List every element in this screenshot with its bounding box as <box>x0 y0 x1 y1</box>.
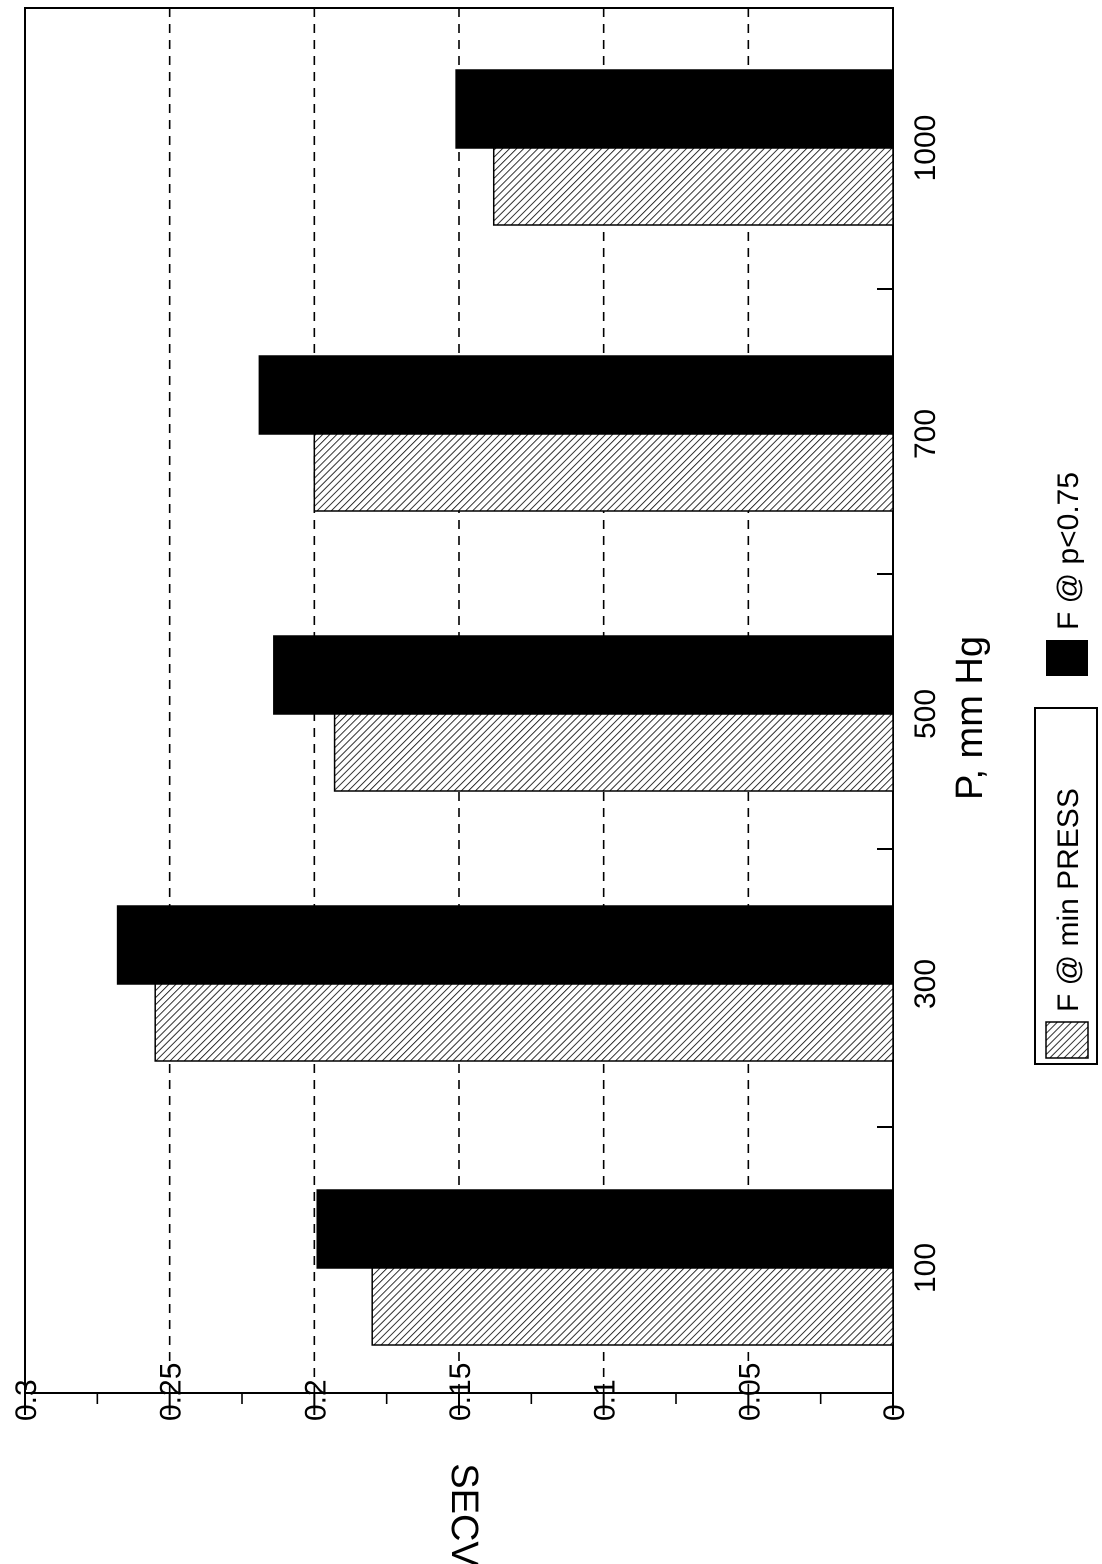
bar-p-075-300 <box>116 905 894 985</box>
value-tick-label: 0.15 <box>444 1363 477 1421</box>
value-axis: 0 0.05 0.1 0.15 0.2 0.25 0.3 <box>10 1363 911 1421</box>
bar-min-press-1000 <box>492 146 894 226</box>
legend-label-min-press: F @ min PRESS <box>1052 788 1085 1012</box>
value-tick-label: 0.25 <box>155 1363 188 1421</box>
bar-min-press-100 <box>371 1266 894 1346</box>
legend-swatch-p-075 <box>1046 640 1088 676</box>
legend-label-p-075: F @ p<0.75 <box>1052 472 1085 630</box>
bars <box>116 69 894 1346</box>
bar-p-075-700 <box>258 355 894 435</box>
x-axis-title: P, mm Hg <box>949 636 991 800</box>
category-tick-label: 100 <box>909 1243 942 1293</box>
legend: F @ min PRESS F @ p<0.75 <box>1034 472 1098 1065</box>
category-axis: 100 300 500 700 1000 <box>877 115 942 1293</box>
category-tick-label: 500 <box>909 689 942 739</box>
category-tick-label: 300 <box>909 959 942 1009</box>
bar-p-075-500 <box>273 635 894 715</box>
bar-p-075-1000 <box>455 69 894 149</box>
value-tick-label: 0.3 <box>10 1379 43 1421</box>
value-tick-label: 0 <box>878 1404 911 1421</box>
legend-box <box>1034 707 1098 1065</box>
y-axis-title: SECV <box>443 1463 485 1564</box>
bar-min-press-300 <box>154 982 894 1062</box>
bar-p-075-100 <box>316 1189 894 1269</box>
value-tick-label: 0.1 <box>589 1379 622 1421</box>
legend-swatch-min-press <box>1045 1021 1089 1059</box>
bar-min-press-500 <box>333 712 894 792</box>
value-tick-label: 0.2 <box>299 1379 332 1421</box>
category-tick-label: 1000 <box>909 115 942 182</box>
bar-min-press-700 <box>313 432 894 512</box>
value-tick-label: 0.05 <box>733 1363 766 1421</box>
category-tick-label: 700 <box>909 409 942 459</box>
